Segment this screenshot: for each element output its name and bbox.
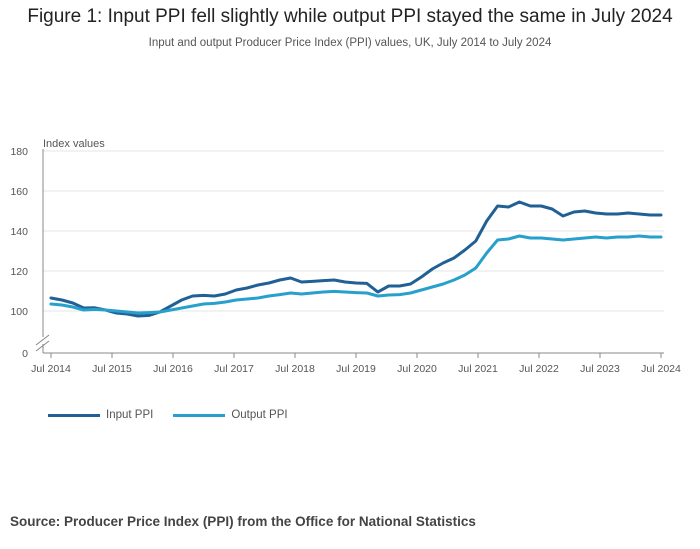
x-tick-label-4: Jul 2018 — [275, 363, 315, 375]
y-tick-label-140: 140 — [10, 226, 28, 238]
y-axis-label: Index values — [43, 138, 105, 150]
series-lines — [49, 200, 663, 318]
x-tick-label-2: Jul 2016 — [153, 363, 193, 375]
axes — [35, 149, 664, 354]
x-tick-label-10: Jul 2024 — [641, 363, 681, 375]
source-note: Source: Producer Price Index (PPI) from … — [10, 514, 476, 529]
chart-subtitle: Input and output Producer Price Index (P… — [148, 37, 552, 49]
x-tick-label-6: Jul 2020 — [397, 363, 437, 375]
legend-label-output-ppi: Output PPI — [231, 409, 288, 421]
x-tick-label-1: Jul 2015 — [92, 363, 132, 375]
axis-break-mark-1 — [35, 334, 50, 346]
gridlines — [43, 150, 664, 312]
y-axis-ticks: 0 100 120 140 160 180 — [10, 146, 28, 360]
y-tick-label-180: 180 — [10, 146, 28, 158]
y-tick-label-120: 120 — [10, 266, 28, 278]
x-tick-label-9: Jul 2023 — [580, 363, 620, 375]
x-tick-label-8: Jul 2022 — [519, 363, 559, 375]
y-tick-label-160: 160 — [10, 186, 28, 198]
axis-break-mark-2 — [35, 340, 50, 352]
legend-item-output-ppi[interactable]: Output PPI — [173, 409, 288, 421]
y-tick-label-100: 100 — [10, 306, 28, 318]
x-tick-label-5: Jul 2019 — [336, 363, 376, 375]
x-axis-ticks: Jul 2014 Jul 2015 Jul 2016 Jul 2017 Jul 2018… — [31, 353, 681, 375]
legend-item-input-ppi[interactable]: Input PPI — [48, 409, 153, 421]
y-tick-label-0: 0 — [22, 348, 28, 360]
x-tick-label-3: Jul 2017 — [214, 363, 254, 375]
chart-title: Figure 1: Input PPI fell slightly while … — [27, 6, 673, 27]
legend-label-input-ppi: Input PPI — [106, 409, 154, 421]
x-tick-label-0: Jul 2014 — [31, 363, 71, 375]
legend-swatch-input-ppi — [48, 413, 100, 417]
legend-swatch-output-ppi — [173, 413, 226, 417]
legend: Input PPI Output PPI — [48, 409, 288, 421]
series-line-output-ppi — [49, 234, 663, 315]
series-line-input-ppi — [49, 200, 663, 318]
x-tick-label-7: Jul 2021 — [458, 363, 498, 375]
